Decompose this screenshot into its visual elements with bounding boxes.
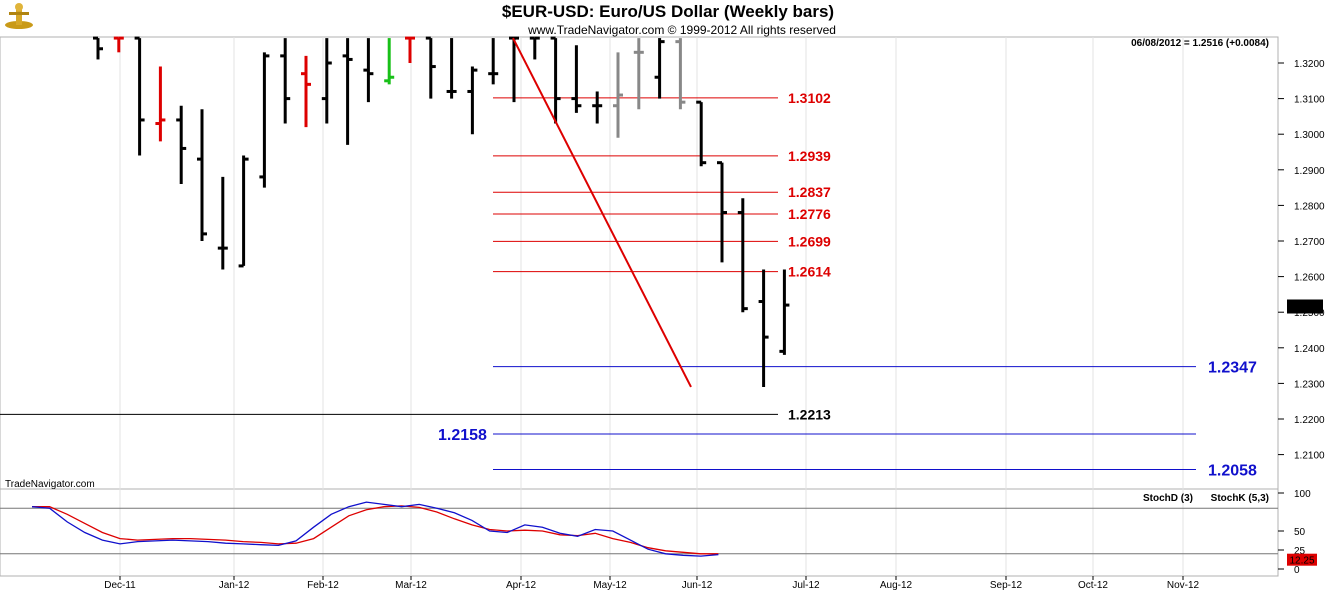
price-tick-label: 1.2200 — [1294, 415, 1325, 426]
level-lines: 1.3102 1.2939 1.2837 1.2776 1.2699 1.2614 1.22… — [0, 90, 1257, 480]
ohlc-bar — [488, 38, 499, 85]
date-tick-label: May-12 — [593, 580, 627, 591]
support-level-label: 1.2213 — [788, 406, 831, 422]
ohlc-bar — [675, 38, 686, 110]
stoch-tick-label: 25 — [1294, 546, 1306, 557]
fib-level-label: 1.2939 — [788, 148, 831, 164]
stoch-series-line — [31, 501, 719, 557]
ohlc-bar — [217, 176, 228, 270]
grid-lines — [119, 37, 1184, 576]
ohlc-bar — [113, 36, 124, 53]
date-tick-label: Oct-12 — [1078, 580, 1108, 591]
fib-level-label: 1.2699 — [788, 233, 831, 249]
ohlc-bar — [238, 155, 249, 268]
price-tick-label: 1.2400 — [1294, 344, 1325, 355]
watermark-text: TradeNavigator.com — [5, 479, 95, 490]
date-tick-label: Aug-12 — [880, 580, 913, 591]
chart-title: $EUR-USD: Euro/US Dollar (Weekly bars) — [502, 2, 834, 21]
ohlc-bar — [301, 55, 311, 128]
ohlc-bar — [259, 52, 270, 188]
svg-text:12.25: 12.25 — [1289, 556, 1314, 567]
ohlc-bar — [446, 38, 457, 99]
price-tick-label: 1.2600 — [1294, 273, 1325, 284]
ohlc-bar — [529, 36, 540, 60]
last-quote-readout: 06/08/2012 = 1.2516 (+0.0084) — [1131, 38, 1269, 49]
ohlc-bar — [696, 100, 707, 167]
ohlc-bar — [737, 198, 748, 313]
ohlc-bar — [425, 36, 436, 99]
date-tick-label: Jul-12 — [792, 580, 820, 591]
ohlc-bar — [758, 269, 769, 387]
date-tick-label: Feb-12 — [307, 580, 339, 591]
ohlc-bar — [134, 36, 145, 156]
date-tick-label: Jun-12 — [682, 580, 713, 591]
ohlc-bar — [633, 38, 644, 110]
ohlc-bar — [779, 269, 790, 355]
projection-level-label: 1.2158 — [438, 427, 487, 444]
price-tick-label: 1.2700 — [1294, 237, 1325, 248]
fib-level-label: 1.2837 — [788, 184, 831, 200]
decline-trendline — [512, 37, 692, 388]
date-tick-label: Nov-12 — [1167, 580, 1200, 591]
svg-text:1.2516: 1.2516 — [1290, 303, 1321, 314]
price-tick-label: 1.2900 — [1294, 166, 1325, 177]
ohlc-bar — [550, 36, 561, 124]
date-tick-label: Dec-11 — [104, 580, 136, 591]
date-tick-label: Sep-12 — [990, 580, 1023, 591]
ohlc-bar — [280, 38, 291, 124]
ohlc-bar — [197, 109, 207, 241]
ohlc-bar — [176, 105, 187, 185]
ohlc-bar — [654, 38, 665, 99]
price-tick-label: 1.2800 — [1294, 201, 1325, 212]
ohlc-bar — [405, 36, 415, 63]
price-tick-label: 1.2100 — [1294, 451, 1325, 462]
ohlc-bar — [342, 38, 353, 145]
date-tick-label: Jan-12 — [219, 580, 250, 591]
ohlc-bar — [592, 91, 603, 124]
ohlc-bar — [467, 66, 478, 135]
price-tick-label: 1.2300 — [1294, 379, 1325, 390]
stoch-last-value-tag: 12.25 — [1287, 553, 1317, 567]
stoch-tick-label: 50 — [1294, 527, 1306, 538]
price-tick-label: 1.3100 — [1294, 95, 1325, 106]
trendline — [512, 37, 692, 388]
stochd-legend: StochD (3) — [1143, 493, 1193, 504]
ohlc-bar — [571, 45, 582, 113]
fib-level-label: 1.3102 — [788, 90, 831, 106]
price-axis: 1.3200 1.3100 1.3000 1.2900 1.2800 1.2700 1.26… — [1278, 59, 1325, 462]
price-tick-label: 1.3200 — [1294, 59, 1325, 70]
ohlc-bar — [717, 161, 727, 263]
projection-level-label: 1.2058 — [1208, 463, 1257, 480]
price-tick-label: 1.2500 — [1294, 308, 1325, 319]
date-tick-label: Mar-12 — [395, 580, 427, 591]
stoch-tick-label: 100 — [1294, 489, 1311, 500]
copyright-text: www.TradeNavigator.com © 1999-2012 All r… — [527, 23, 836, 37]
date-axis: Dec-11 Jan-12 Feb-12 Mar-12 Apr-12 May-12 Jun-… — [104, 576, 1200, 591]
ohlc-bar — [384, 38, 395, 85]
stochastic-panel: 100 50 25 0 — [0, 489, 1311, 576]
trade-navigator-logo-icon — [5, 3, 33, 29]
ohlc-bar — [93, 36, 103, 60]
fib-level-label: 1.2614 — [788, 264, 831, 280]
ohlc-bar — [321, 38, 332, 124]
ohlc-bar — [155, 66, 166, 142]
fib-level-label: 1.2776 — [788, 206, 831, 222]
ohlc-bar — [613, 52, 623, 138]
stochk-legend: StochK (5,3) — [1211, 493, 1269, 504]
ohlc-bars — [93, 36, 790, 387]
stoch-series-line — [32, 505, 719, 555]
oscillator-panel-frame — [0, 488, 1279, 577]
stoch-tick-label: 0 — [1294, 565, 1300, 576]
price-tick-label: 1.3000 — [1294, 130, 1325, 141]
ohlc-bar — [363, 38, 374, 103]
date-tick-label: Apr-12 — [506, 580, 536, 591]
projection-level-label: 1.2347 — [1208, 360, 1257, 377]
last-price-tag: 1.2516 — [1287, 299, 1323, 314]
